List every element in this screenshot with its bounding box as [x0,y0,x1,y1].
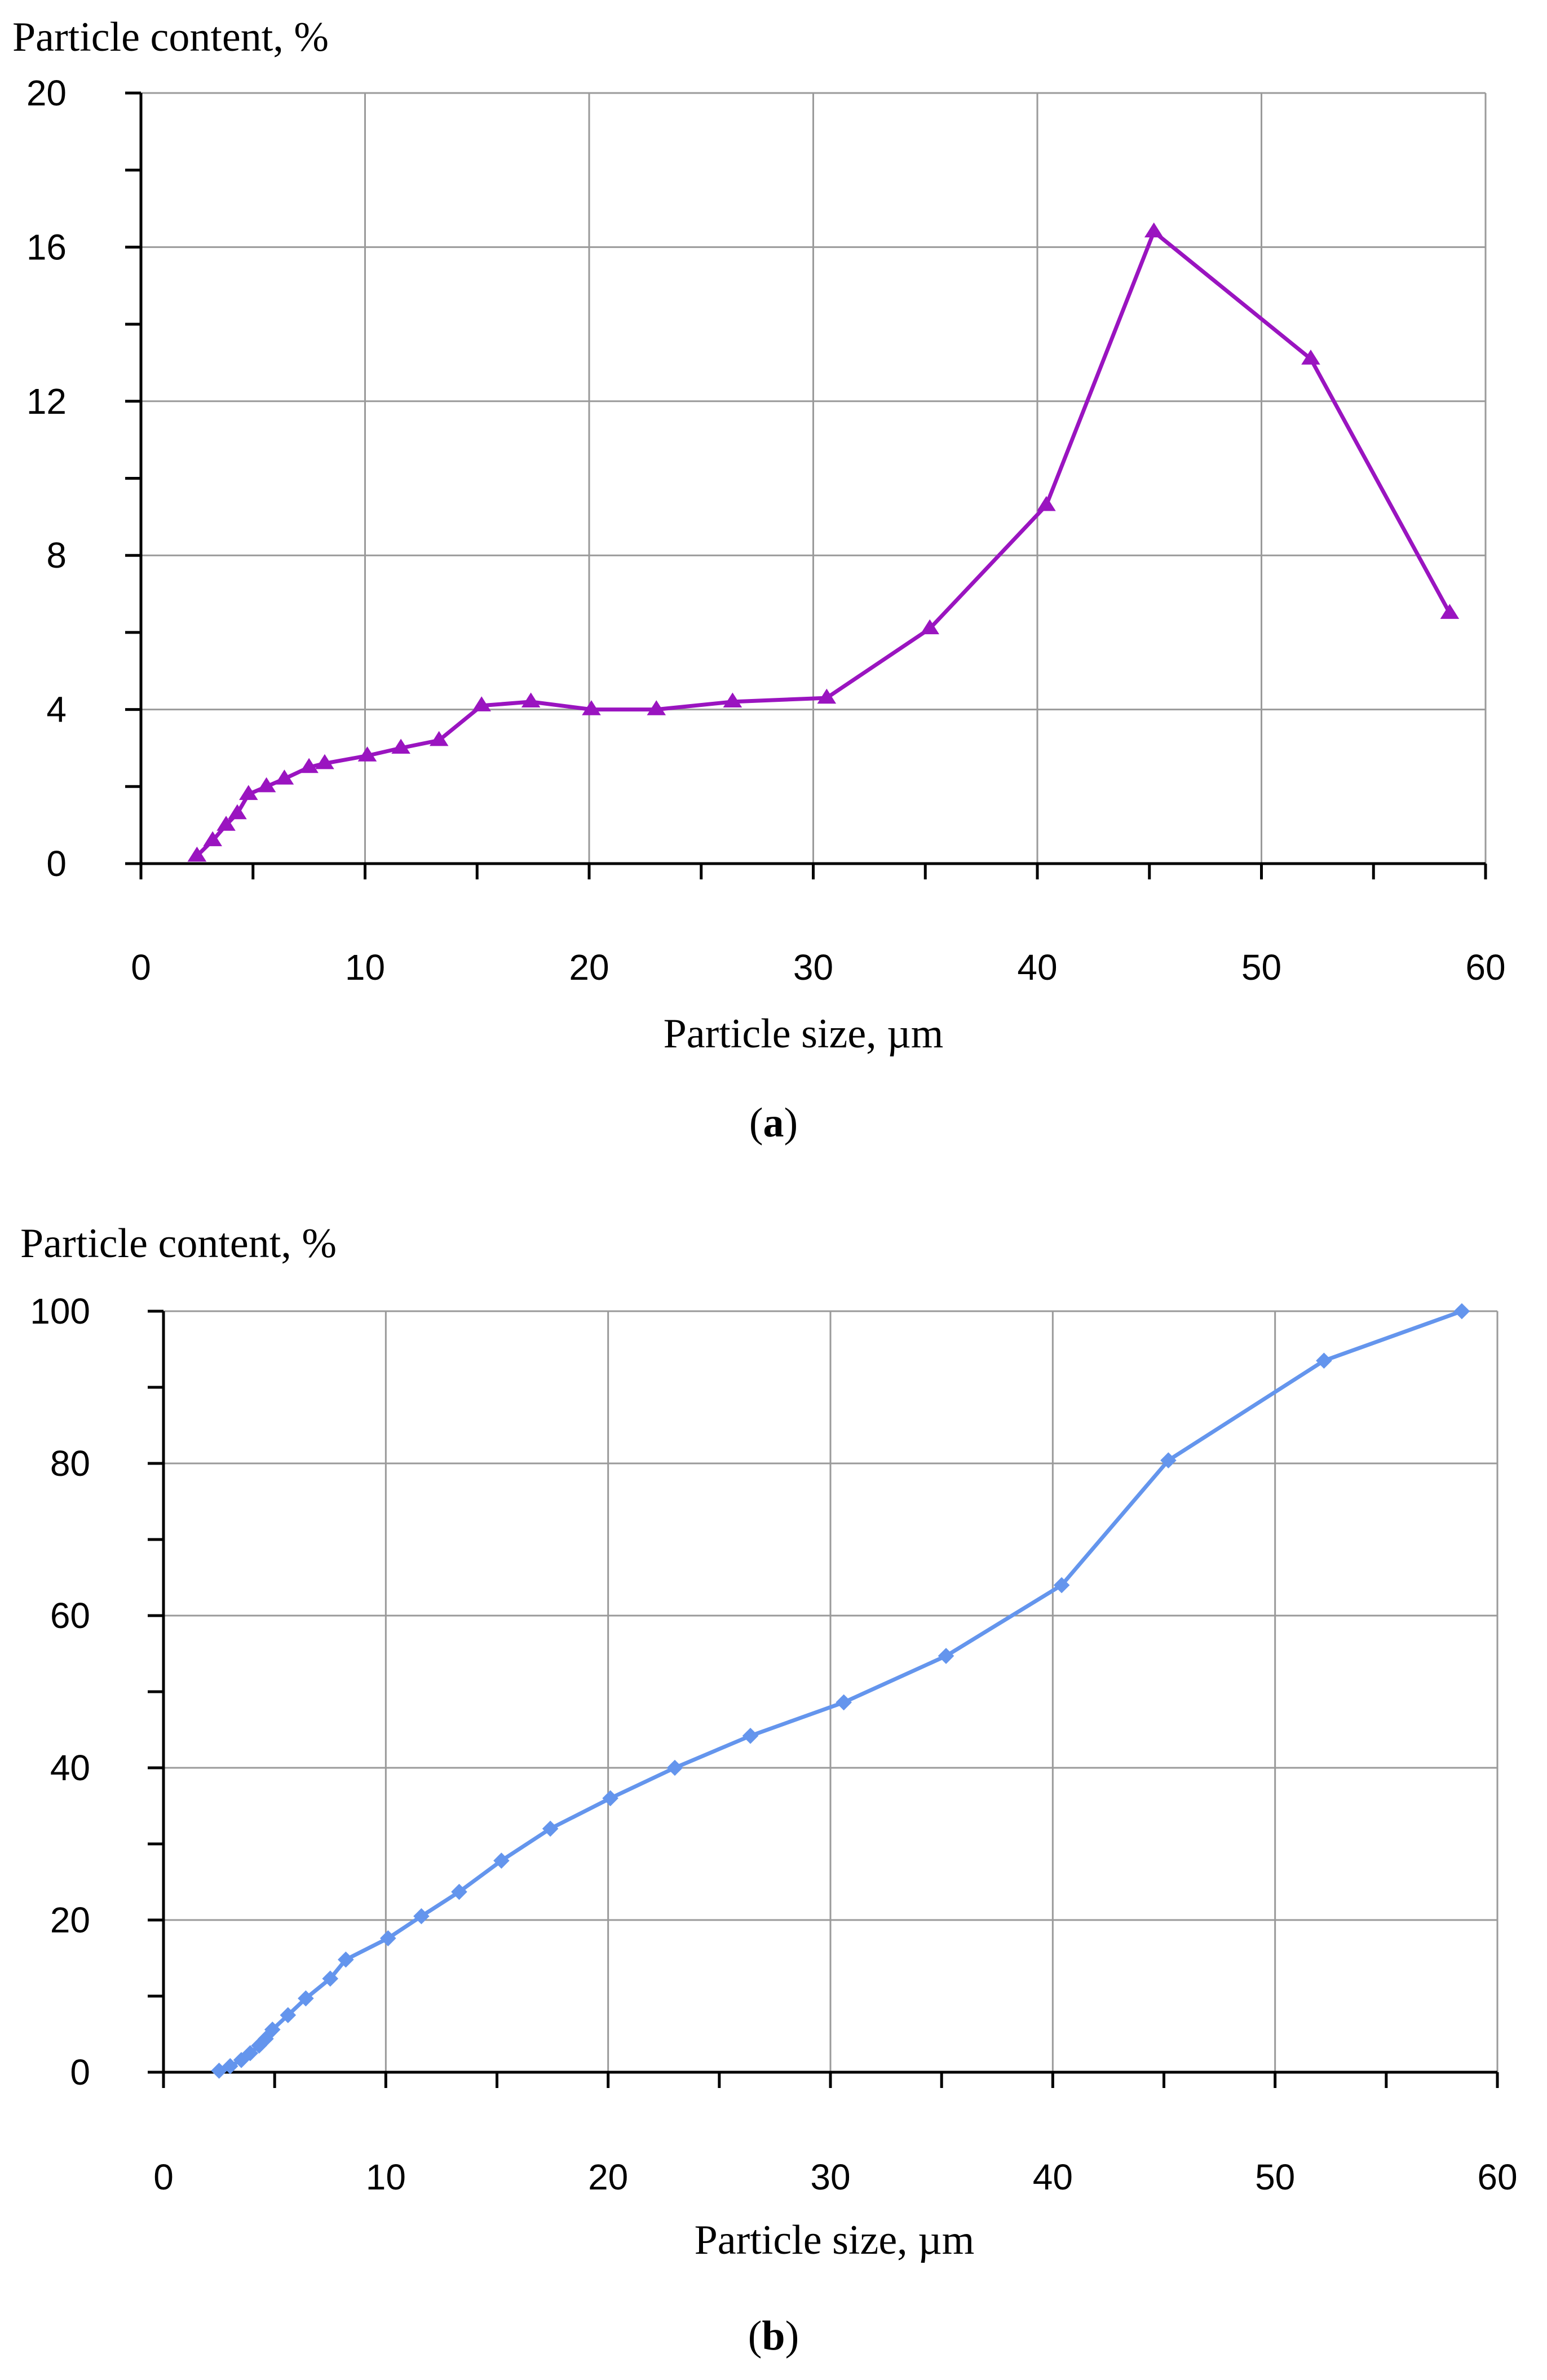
chart-b-gridlines [163,1310,1499,2072]
chart-a-ticks: 0 10 20 30 40 50 60 0 4 8 12 16 20 [26,73,1506,988]
chart-a-ylabel: Particle content, % [12,14,329,60]
chart-b-x-tick-label: 60 [1477,2157,1517,2197]
chart-b-data-point [379,1930,396,1947]
chart-b-data-point [280,2007,297,2024]
chart-b-y-tick-label: 60 [50,1595,90,1636]
chart-b-data-point [338,1951,354,1968]
chart-a-y-tick-label: 0 [46,843,67,884]
chart-a-data-point [647,700,666,715]
chart-a-y-tick-label: 8 [46,535,67,576]
chart-b: Particle content, % 0 10 20 30 40 50 60 0 20 40 60… [20,1220,1518,2359]
chart-b-x-tick-label: 20 [588,2157,628,2197]
chart-a-gridlines [141,92,1487,864]
chart-b-data-point [542,1820,559,1837]
chart-a-data-point [723,692,742,708]
chart-a-axes [125,93,1486,879]
chart-b-data-point [233,2052,250,2068]
chart-a-x-tick-label: 20 [569,947,609,988]
chart-a-data-point [203,831,222,847]
chart-b-x-tick-label: 10 [366,2157,406,2197]
chart-a-data-point [187,846,207,862]
chart-b-x-tick-label: 40 [1033,2157,1073,2197]
chart-a-x-tick-label: 50 [1241,947,1281,988]
chart-a-data-point [582,700,601,715]
chart-a-x-tick-label: 10 [345,947,385,988]
chart-a-data-point [391,738,410,754]
chart-a-data-point [920,619,939,635]
chart-a-y-tick-label: 20 [26,73,67,113]
chart-a-data-point [228,804,247,820]
chart-a-data-point [216,816,236,831]
chart-a-data-point [239,785,258,800]
chart-b-data-point [451,1883,467,1900]
chart-a-x-tick-label: 30 [793,947,833,988]
chart-a-y-tick-label: 16 [26,227,67,267]
chart-a-y-tick-label: 4 [46,689,67,730]
chart-a-data-point [472,696,491,711]
chart-b-x-tick-label: 0 [153,2157,174,2197]
chart-a-data-point [315,754,334,769]
chart-b-y-tick-label: 100 [30,1291,90,1331]
chart-a-series [187,222,1460,862]
chart-a-data-point [521,692,541,708]
chart-b-data-point [742,1728,759,1744]
chart-a-data-point [817,688,837,704]
chart-a-x-tick-label: 40 [1017,947,1057,988]
chart-b-data-point [222,2058,238,2074]
chart-b-data-point [413,1908,430,1925]
chart-b-series [211,1303,1470,2079]
chart-b-ticks: 0 10 20 30 40 50 60 0 20 40 60 80 100 [30,1291,1517,2197]
chart-a-data-point [1144,222,1164,238]
chart-a-data-point [275,769,294,785]
chart-a-data-point [1037,496,1056,511]
chart-b-data-point [493,1852,510,1869]
chart-b-y-tick-label: 80 [50,1443,90,1484]
chart-b-panel-label: (b) [748,2313,799,2359]
chart-a-data-point [357,746,377,762]
chart-b-data-point [938,1648,954,1664]
chart-a-data-point [299,758,319,773]
chart-b-data-point [211,2063,227,2079]
chart-b-data-point [258,2030,274,2047]
chart-a: Particle content, % 0 10 20 30 40 50 60 0 4 8 12 16… [12,14,1506,1146]
chart-a-y-tick-label: 12 [26,381,67,422]
chart-a-data-point [1301,350,1320,365]
chart-b-data-point [666,1759,683,1776]
chart-a-x-tick-label: 60 [1465,947,1505,988]
chart-a-data-point [257,777,276,793]
chart-b-data-point [322,1970,339,1987]
chart-b-data-point [1053,1577,1070,1594]
chart-b-x-tick-label: 30 [810,2157,850,2197]
chart-b-data-point [1160,1452,1177,1468]
chart-b-y-tick-label: 40 [50,1748,90,1788]
chart-b-y-tick-label: 0 [70,2052,90,2093]
chart-b-xlabel: Particle size, µm [695,2217,975,2263]
chart-b-ylabel: Particle content, % [20,1220,337,1267]
chart-a-x-tick-label: 0 [131,947,151,988]
chart-b-data-point [602,1790,618,1807]
chart-b-data-point [242,2045,259,2062]
chart-b-data-point [1316,1352,1332,1369]
chart-a-panel-label: (a) [749,1100,798,1146]
chart-b-panel-letter: b [762,2313,785,2359]
chart-b-y-tick-label: 20 [50,1900,90,1940]
chart-a-xlabel: Particle size, µm [664,1011,944,1057]
chart-a-data-point [1440,604,1460,619]
chart-b-data-point [298,1990,314,2007]
chart-b-axes [148,1311,1497,2088]
chart-a-panel-letter: a [763,1100,784,1146]
chart-b-data-point [264,2021,281,2038]
chart-b-data-point [1453,1303,1470,1320]
chart-b-data-point [836,1694,852,1711]
chart-a-data-point [429,731,449,746]
chart-b-x-tick-label: 50 [1255,2157,1295,2197]
